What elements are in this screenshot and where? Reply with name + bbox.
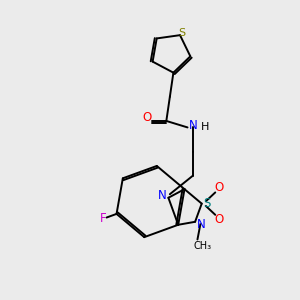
Text: N: N bbox=[158, 189, 166, 202]
Text: S: S bbox=[178, 28, 186, 38]
Text: N: N bbox=[196, 218, 206, 231]
Text: N: N bbox=[188, 119, 197, 133]
Text: F: F bbox=[100, 212, 106, 225]
Text: O: O bbox=[215, 181, 224, 194]
Text: O: O bbox=[215, 213, 224, 226]
Text: S: S bbox=[203, 197, 211, 210]
Text: H: H bbox=[200, 122, 209, 132]
Text: O: O bbox=[142, 111, 152, 124]
Text: CH₃: CH₃ bbox=[194, 241, 212, 251]
